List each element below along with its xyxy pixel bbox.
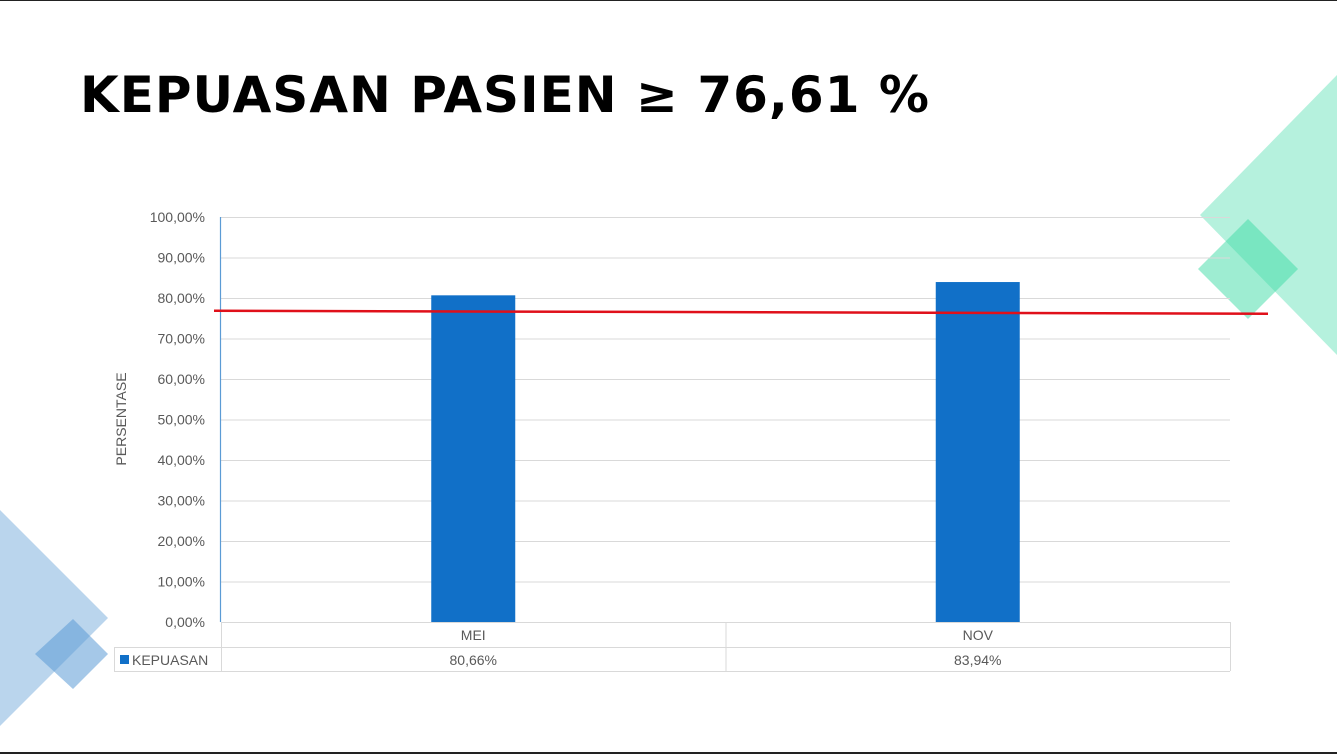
blue-diamond-large: [0, 510, 108, 726]
bar-mei: [431, 295, 516, 622]
bottom-border: [0, 752, 1337, 754]
y-tick-label: 100,00%: [150, 209, 205, 225]
page-title: KEPUASAN PASIEN ≥ 76,61 %: [80, 66, 930, 124]
x-tick-label: NOV: [963, 627, 994, 643]
y-tick-label: 70,00%: [158, 331, 205, 347]
y-tick-label: 10,00%: [158, 574, 205, 590]
y-tick-label: 80,00%: [158, 290, 205, 306]
y-tick-label: 90,00%: [158, 250, 205, 266]
legend-entry: KEPUASAN: [132, 652, 208, 668]
bars: [431, 282, 1020, 622]
x-tick-label: MEI: [461, 627, 486, 643]
y-tick-label: 20,00%: [158, 533, 205, 549]
y-axis-ticks: 0,00% 10,00% 20,00% 30,00% 40,00% 50,00% 60,00…: [150, 209, 205, 630]
y-tick-label: 60,00%: [158, 371, 205, 387]
bar-nov: [935, 282, 1020, 622]
teal-diamond-large: [1200, 75, 1337, 355]
legend-swatch: [120, 655, 129, 664]
gridlines: [221, 217, 1230, 623]
target-line: [213, 309, 1269, 315]
blue-diamond-small: [35, 619, 108, 689]
teal-diamond-small: [1198, 219, 1298, 319]
top-border: [0, 0, 1337, 1]
data-table: MEI 80,66% NOV 83,94% KEPUASAN: [114, 622, 1231, 672]
data-label: 80,66%: [450, 652, 497, 668]
data-label: 83,94%: [954, 652, 1001, 668]
y-tick-label: 50,00%: [158, 412, 205, 428]
y-tick-label: 30,00%: [158, 493, 205, 509]
y-tick-label: 0,00%: [165, 614, 205, 630]
y-tick-label: 40,00%: [158, 452, 205, 468]
y-axis-label: PERSENTASE: [113, 372, 129, 465]
